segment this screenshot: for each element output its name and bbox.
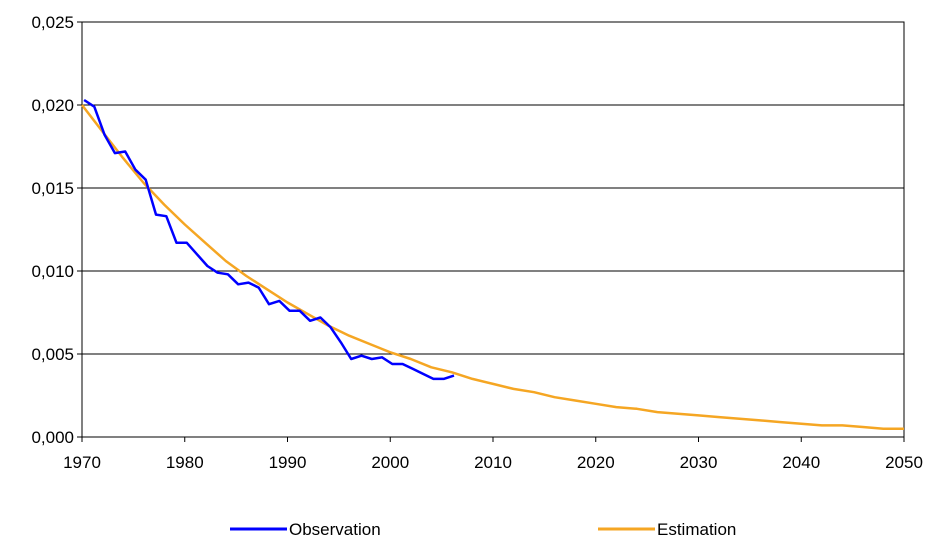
y-tick-label: 0,005	[31, 345, 74, 364]
x-tick-label: 2050	[885, 453, 923, 472]
plot-area-frame	[81, 21, 905, 438]
x-tick-label: 1970	[63, 453, 101, 472]
y-tick-label: 0,025	[31, 13, 74, 32]
x-tick-label: 2030	[680, 453, 718, 472]
y-tick-label: 0,020	[31, 96, 74, 115]
y-axis-ticks: 0,000 0,005 0,010 0,015 0,020 0,025	[31, 13, 82, 447]
series-line-estimation	[81, 104, 904, 430]
x-tick-label: 2010	[474, 453, 512, 472]
x-tick-label: 2020	[577, 453, 615, 472]
legend-label-estimation: Estimation	[657, 520, 736, 539]
legend: Observation Estimation	[230, 520, 736, 539]
x-tick-label: 2000	[371, 453, 409, 472]
gridlines	[82, 104, 904, 355]
x-tick-label: 2040	[782, 453, 820, 472]
x-tick-label: 1990	[269, 453, 307, 472]
legend-label-observation: Observation	[289, 520, 381, 539]
series-line-observation	[83, 98, 455, 381]
series-lines	[81, 98, 904, 430]
y-tick-label: 0,015	[31, 179, 74, 198]
x-axis-ticks: 1970 1980 1990 2000 2010 2020 2030 2040 2050	[63, 437, 923, 472]
y-tick-label: 0,010	[31, 262, 74, 281]
x-tick-label: 1980	[166, 453, 204, 472]
y-tick-label: 0,000	[31, 428, 74, 447]
